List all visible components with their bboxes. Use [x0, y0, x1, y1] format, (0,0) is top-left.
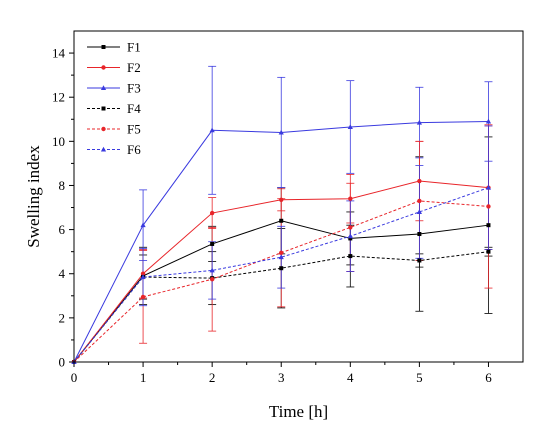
legend-f2-label: F2 [127, 60, 141, 75]
y-axis-label: Swelling index [24, 145, 43, 248]
x-tick-label: 6 [485, 370, 492, 385]
series-f5-point [140, 294, 146, 300]
series-f6-point [209, 267, 215, 273]
series-f3-point [140, 222, 146, 228]
series-f2-point [348, 196, 353, 201]
y-tick-label: 2 [59, 310, 66, 325]
series-f5-point [348, 225, 353, 230]
series-markers [71, 118, 492, 365]
x-tick-label: 0 [71, 370, 78, 385]
legend-f5-marker [101, 126, 106, 132]
y-tick-label: 10 [52, 134, 65, 149]
series-f5-point [279, 250, 284, 255]
legend-f1-marker [101, 45, 106, 49]
legend-f6-label: F6 [127, 142, 141, 157]
legend-f2-marker [101, 65, 106, 70]
x-tick-label: 4 [347, 370, 354, 385]
series-f1-point [486, 223, 491, 228]
series-f2-point [209, 210, 215, 216]
series-f3-point [485, 118, 492, 124]
y-tick-label: 14 [52, 46, 66, 61]
y-axis-ticks: 0 2 4 6 8 10 12 14 [52, 46, 74, 370]
series-f1-point [279, 218, 284, 223]
legend-f3-marker [100, 85, 107, 90]
series-f3-point [209, 127, 215, 133]
series-f2-point [279, 197, 284, 203]
series-f1-point [417, 232, 422, 237]
series-f5-point [209, 277, 215, 282]
series-f5-point [417, 198, 422, 204]
series-f4-point [348, 254, 353, 259]
series-f6-point [140, 274, 146, 280]
x-tick-label: 1 [140, 370, 147, 385]
series-f6-point [278, 254, 284, 260]
x-tick-label: 3 [278, 370, 285, 385]
legend-f1-label: F1 [127, 40, 141, 55]
series-f6-point [485, 184, 492, 190]
series-f2-point [417, 178, 422, 184]
series-f1-point [210, 241, 215, 246]
series-f3-point [416, 119, 422, 125]
series-f3-point [347, 124, 353, 129]
series-f4-point [486, 249, 491, 254]
x-tick-label: 2 [209, 370, 216, 385]
series-f4-point [279, 266, 284, 271]
y-tick-label: 12 [52, 90, 65, 105]
legend-f6-marker [100, 146, 107, 152]
series-f6-point [347, 233, 353, 239]
legend-f3-label: F3 [127, 81, 141, 96]
series-f1-point [348, 236, 353, 241]
y-tick-label: 6 [59, 222, 66, 237]
series-f6-point [416, 209, 422, 214]
legend: F1 F2 F3 F4 F5 F6 [87, 40, 141, 157]
legend-f5-label: F5 [127, 122, 141, 137]
x-tick-label: 5 [416, 370, 423, 385]
y-tick-label: 4 [59, 266, 66, 281]
plot-frame [73, 30, 524, 363]
legend-f4-marker [101, 106, 106, 111]
series-f5-point [486, 204, 491, 209]
legend-f4-label: F4 [127, 101, 141, 116]
series-f3-point [278, 129, 284, 135]
x-axis-label: Time [h] [269, 402, 328, 421]
series-f4-point [417, 258, 422, 263]
y-tick-label: 0 [59, 355, 66, 370]
x-axis-ticks: 0 1 2 3 4 5 6 [71, 362, 492, 385]
y-tick-label: 8 [59, 178, 66, 193]
series-f2-point [140, 271, 146, 276]
